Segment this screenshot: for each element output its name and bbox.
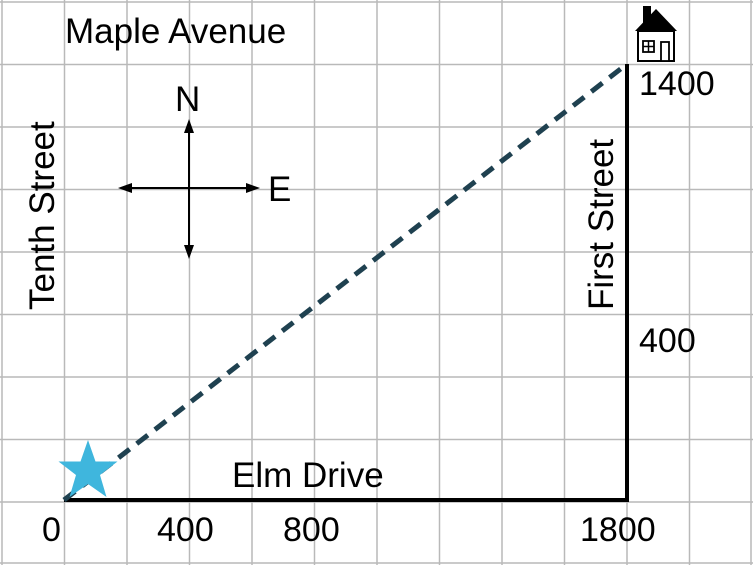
y-tick-1400: 1400 — [639, 65, 715, 103]
house-icon — [635, 6, 677, 62]
elm-drive-label: Elm Drive — [232, 456, 384, 495]
star-icon — [58, 440, 118, 497]
x-tick-1800: 1800 — [580, 511, 656, 549]
compass-icon — [118, 119, 260, 259]
route-dashed-line — [62, 62, 629, 502]
x-tick-800: 800 — [283, 511, 340, 549]
compass-east-label: E — [268, 170, 291, 209]
first-street-label: First Street — [582, 139, 621, 310]
x-tick-0: 0 — [42, 511, 61, 549]
tenth-street-label: Tenth Street — [23, 121, 62, 310]
maple-avenue-label: Maple Avenue — [65, 12, 286, 51]
x-tick-400: 400 — [157, 511, 214, 549]
compass-north-label: N — [175, 80, 200, 119]
y-tick-400: 400 — [639, 322, 696, 360]
